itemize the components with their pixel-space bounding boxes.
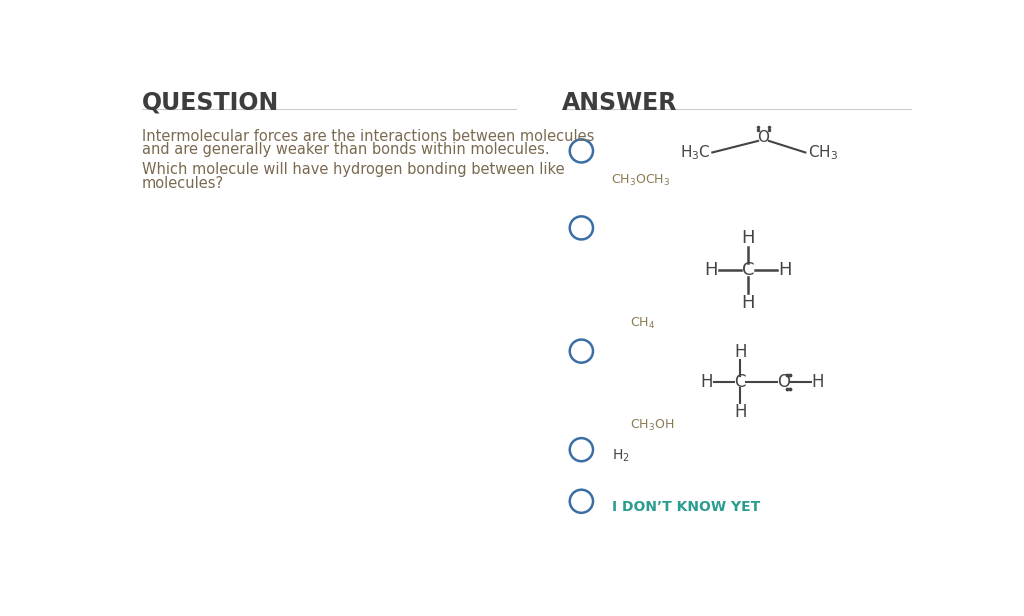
Text: O: O: [758, 129, 769, 145]
Text: H: H: [734, 403, 746, 421]
Text: CH$_3$OH: CH$_3$OH: [630, 418, 675, 433]
Text: Which molecule will have hydrogen bonding between like: Which molecule will have hydrogen bondin…: [142, 163, 564, 177]
Text: H: H: [778, 261, 792, 279]
Text: CH$_3$: CH$_3$: [809, 143, 839, 162]
Text: ANSWER: ANSWER: [562, 91, 677, 115]
Text: H: H: [699, 373, 713, 391]
Text: H: H: [734, 343, 746, 361]
Text: C: C: [734, 373, 746, 391]
Text: QUESTION: QUESTION: [142, 91, 280, 115]
Text: H$_3$C: H$_3$C: [680, 143, 711, 162]
Text: H: H: [741, 294, 755, 312]
Text: I DON’T KNOW YET: I DON’T KNOW YET: [612, 500, 761, 514]
Text: O: O: [777, 373, 791, 391]
Text: CH$_3$OCH$_3$: CH$_3$OCH$_3$: [611, 172, 670, 188]
Text: H: H: [741, 229, 755, 247]
Text: CH$_4$: CH$_4$: [630, 315, 655, 331]
Text: molecules?: molecules?: [142, 176, 224, 190]
Text: C: C: [741, 261, 755, 279]
Text: H: H: [811, 373, 824, 391]
Text: H$_2$: H$_2$: [612, 448, 630, 464]
Text: and are generally weaker than bonds within molecules.: and are generally weaker than bonds with…: [142, 142, 550, 158]
Text: H: H: [705, 261, 718, 279]
Text: Intermolecular forces are the interactions between molecules: Intermolecular forces are the interactio…: [142, 129, 594, 144]
